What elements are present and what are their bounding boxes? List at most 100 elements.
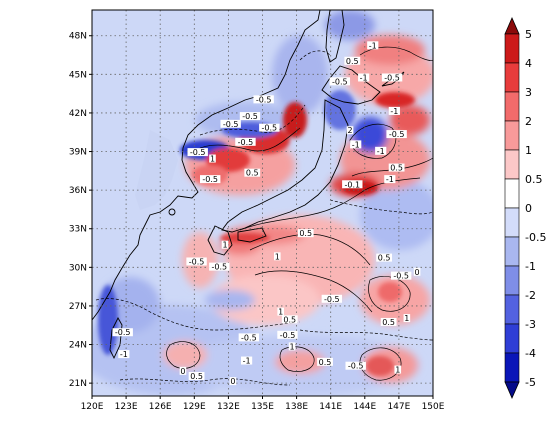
honshu xyxy=(221,99,349,233)
colorbar-box xyxy=(504,236,520,267)
yellow-sea xyxy=(135,130,178,210)
contour-label: -0.5 xyxy=(212,263,228,272)
contour-label: 0.5 xyxy=(378,254,391,263)
contour-label-bg xyxy=(394,365,402,374)
contour-label-bg xyxy=(386,130,407,139)
contour-label-bg xyxy=(346,126,354,135)
contour-label: -1 xyxy=(377,147,385,156)
contour-label: -0.5 xyxy=(256,95,272,104)
colorbar-level-label: 2 xyxy=(525,115,532,128)
lat-tick-label: 21N xyxy=(69,379,87,389)
contour-label: -0.1 xyxy=(344,180,360,189)
contour-label-bg xyxy=(238,333,260,342)
contour-label-bg xyxy=(209,262,230,271)
contour-label-bg xyxy=(229,377,237,386)
contour-label: 0 xyxy=(415,268,420,277)
lat-axis: 48N 45N 42N 39N 36N 33N 30N 27N 24N 21N xyxy=(69,32,92,389)
shikoku xyxy=(237,227,267,243)
map-plot-area: -1 0.5 -1 -0.5 -0.5 -0.5 -1 -0.5 -0.5 -0.5 -0.5 -0.… xyxy=(92,10,433,396)
contour-label: -0.5 xyxy=(241,333,257,342)
contour-label-bg xyxy=(112,328,133,337)
colorbar-level-label: -1 xyxy=(525,260,536,273)
lat-tick-label: 24N xyxy=(69,341,87,351)
contour-label-bg xyxy=(188,371,205,380)
contour-label-bg xyxy=(273,252,281,261)
lon-tick-label: 135E xyxy=(251,402,274,412)
contour-label-bg xyxy=(380,317,397,326)
mainland-asia xyxy=(92,10,321,321)
contour-label-bg xyxy=(235,137,256,146)
colorbar-box xyxy=(504,91,520,122)
colorbar-level-label: 4 xyxy=(525,57,532,70)
lon-axis: 120E 123E 126E 129E 132E 135E 138E 141E 144E 147E… xyxy=(81,396,445,412)
lat-tick-label: 27N xyxy=(69,302,87,312)
contour-label: -0.5 xyxy=(202,175,218,184)
contour-label-bg xyxy=(342,180,363,189)
contour-label: -0.5 xyxy=(223,120,239,129)
colorbar: 5 4 3 2 1 0.5 0 -0.5 -1 -2 -3 -4 -5 xyxy=(504,17,546,399)
contour-labels: -1 0.5 -1 -0.5 -0.5 -0.5 -1 -0.5 -0.5 -0.5 -0.5 -0.… xyxy=(112,41,421,386)
contour-label: -0.5 xyxy=(384,73,400,82)
taiwan xyxy=(109,317,123,360)
colorbar-level-label: 5 xyxy=(525,28,532,41)
lon-tick-label: 144E xyxy=(353,402,376,412)
colorbar-box xyxy=(504,120,520,151)
contour-label: 1 xyxy=(222,241,227,250)
contour-label-bg xyxy=(288,342,296,351)
contour-label: 0 xyxy=(180,367,185,376)
contour-lines xyxy=(95,46,433,386)
colorbar-level-label: -2 xyxy=(525,289,536,302)
colorbar-level-label: -3 xyxy=(525,318,536,331)
colorbar-box xyxy=(504,323,520,354)
contour-label: -1 xyxy=(352,140,360,149)
contour-label: -1 xyxy=(360,73,368,82)
contour-label-bg xyxy=(413,267,421,276)
colorbar-box xyxy=(504,294,520,325)
contour-label: -0.5 xyxy=(280,331,296,340)
contour-label: 1 xyxy=(278,308,283,317)
contour-label: 0.5 xyxy=(319,358,332,367)
contour-label-bg xyxy=(390,271,412,280)
contour-label-bg xyxy=(297,229,314,238)
contour-label-bg xyxy=(277,330,298,339)
contour-label-bg xyxy=(239,112,261,121)
colorbar-level-label: 0.5 xyxy=(525,173,543,186)
colorbar-level-label: -5 xyxy=(525,376,536,389)
lon-tick-label: 138E xyxy=(285,402,308,412)
contour-label: 1 xyxy=(210,155,215,164)
contour-label-bg xyxy=(259,123,280,132)
colorbar-box xyxy=(504,149,520,180)
contour-label-bg xyxy=(118,350,130,359)
lon-tick-label: 120E xyxy=(81,402,104,412)
land-masses xyxy=(92,10,405,360)
contour-label-bg xyxy=(253,95,274,104)
lat-tick-label: 30N xyxy=(69,263,87,273)
colorbar-box xyxy=(504,207,520,238)
contour-label: -1 xyxy=(386,175,394,184)
lon-tick-label: 126E xyxy=(149,402,172,412)
contour-label: 0.5 xyxy=(390,164,403,173)
contour-label: 0.5 xyxy=(190,372,203,381)
contour-label: 0.5 xyxy=(283,315,296,324)
contour-label-bg xyxy=(209,154,216,163)
lat-tick-label: 42N xyxy=(69,109,87,119)
colorbar-box xyxy=(504,352,520,383)
contour-label: 0 xyxy=(230,377,235,386)
contour-label: -0.5 xyxy=(332,77,348,86)
contour-label: -1 xyxy=(120,350,128,359)
contour-label: 1 xyxy=(404,314,409,323)
contour-label-bg xyxy=(388,106,400,115)
contour-label: -0.5 xyxy=(389,130,405,139)
contour-label: 1 xyxy=(275,252,280,261)
colorbar-level-label: -4 xyxy=(525,347,536,360)
lat-tick-label: 36N xyxy=(69,186,87,196)
contour-label: -0.5 xyxy=(238,138,254,147)
lon-tick-label: 123E xyxy=(115,402,138,412)
contour-label-bg xyxy=(367,41,379,50)
contour-label: -0.5 xyxy=(115,328,131,337)
lon-tick-label: 147E xyxy=(387,402,410,412)
lat-tick-label: 33N xyxy=(69,225,87,235)
lon-tick-label: 132E xyxy=(217,402,240,412)
contour-label: -0.5 xyxy=(348,362,364,371)
